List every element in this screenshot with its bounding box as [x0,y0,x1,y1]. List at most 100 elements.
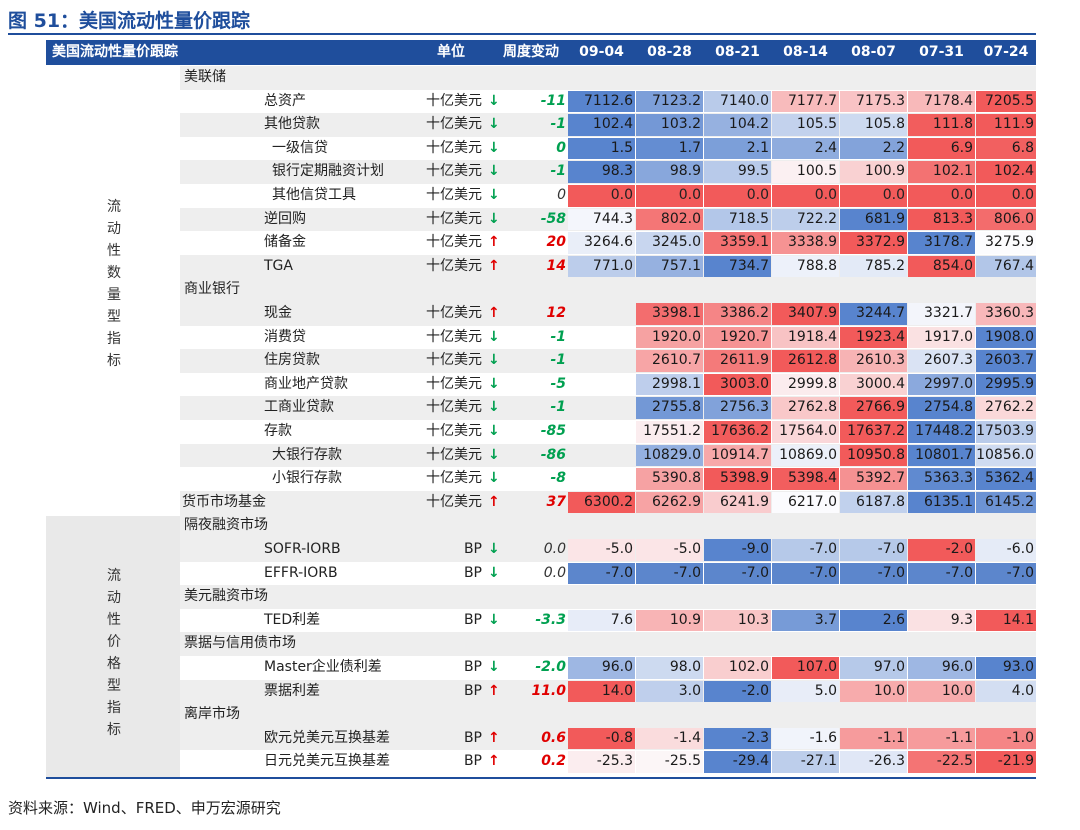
data-cell: 14.0 [568,680,635,703]
header-unit: 单位 [437,44,465,60]
arrow-down-icon: ↓ [488,423,500,439]
data-cell: 100.9 [840,161,907,183]
data-cell: 5.0 [772,680,839,703]
data-cell: -2.0 [908,539,975,561]
data-cell: -5.0 [568,539,635,561]
data-cell: 3360.3 [976,303,1036,325]
data-cell: -25.3 [568,751,635,773]
data-cell: 771.0 [568,255,635,278]
data-cell: 0.0 [908,185,975,207]
header-date: 08-07 [851,44,896,60]
row-unit: 十亿美元 [426,375,482,392]
arrow-up-icon: ↑ [488,257,500,274]
table-row: TED利差 BP ↓ -3.3 7.6 10.9 10.3 3.7 2.6 9.3 14.1 [180,609,1036,633]
data-cell: 767.4 [976,255,1036,278]
weekly-change-value: 0 [557,187,566,203]
data-cell: 10.0 [908,680,975,703]
row-unit: BP [463,729,482,746]
weekly-change-value: -8 [550,470,566,487]
data-cell: -2.0 [704,680,771,703]
table-row: 逆回购 十亿美元 ↓ -58 744.3 802.0 718.5 722.2 681.9 813.… [180,207,1036,232]
data-cell [568,374,635,396]
data-cell [568,421,635,443]
data-cell: 2755.8 [636,397,703,419]
arrow-down-icon: ↓ [488,187,500,203]
data-cell: 5390.8 [636,468,703,490]
weekly-change-value: -3.3 [535,611,566,628]
weekly-change-value: 0.0 [543,541,566,557]
weekly-change-value: -1 [550,116,566,133]
data-cell: 2999.8 [772,373,839,396]
data-cell: 1918.4 [772,326,839,349]
data-cell: 96.0 [908,657,975,679]
table-row: EFFR-IORB BP ↓ 0.0 -7.0 -7.0 -7.0 -7.0 -7.0 -7.0-… [180,562,1036,586]
weekly-change-value: 0 [556,139,566,156]
arrow-down-icon: ↓ [488,446,500,463]
data-cell: -0.8 [568,727,635,750]
data-cell: 2611.9 [704,350,771,372]
data-cell: -21.9 [976,751,1036,773]
data-cell: -1.1 [908,727,975,750]
row-label: SOFR-IORB [264,541,341,557]
row-unit: 十亿美元 [426,257,482,274]
data-cell: 757.1 [636,255,703,278]
row-unit: 十亿美元 [426,328,482,345]
arrow-up-icon: ↑ [488,493,500,510]
row-unit: 十亿美元 [426,116,482,133]
arrow-down-icon: ↓ [488,375,500,392]
data-cell: 2603.7 [976,350,1036,372]
row-label: 存款 [264,423,292,439]
row-label: 银行定期融资计划 [272,163,384,180]
weekly-change-value: -1 [550,163,566,180]
data-cell: 0.0 [976,185,1036,207]
data-cell: 806.0 [976,208,1036,231]
data-cell: 10.3 [704,609,771,632]
weekly-change-value: -2.0 [535,659,566,675]
arrow-down-icon: ↓ [488,611,500,628]
row-label: 消费贷 [264,328,306,345]
arrow-down-icon: ↓ [488,541,500,557]
data-cell: 17551.2 [636,421,703,443]
data-cell: 14.1 [976,609,1036,632]
row-label: TGA [264,257,293,274]
row-unit: 十亿美元 [426,493,482,510]
row-label: 商业地产贷款 [264,375,348,392]
data-cell: 2762.8 [772,397,839,419]
section-label: 美联储 [184,69,226,85]
row-unit: 十亿美元 [426,163,482,180]
data-cell: 5398.9 [704,468,771,490]
data-cell: 9.3 [908,609,975,632]
data-cell: 4.0 [976,680,1036,703]
section-label: 隔夜融资市场 [184,517,268,534]
title-rule [8,33,1036,35]
table-row: 其他信贷工具 十亿美元 ↓ 0 0.0 0.0 0.0 0.0 0.0 0.0 0.0 [180,184,1036,208]
data-cell: 3386.2 [704,303,771,325]
data-cell: 5392.7 [840,468,907,490]
data-cell: 111.8 [908,114,975,136]
data-cell [568,303,635,325]
data-cell: 98.9 [636,161,703,183]
arrow-down-icon: ↓ [488,352,500,369]
data-cell: 107.0 [772,657,839,679]
data-cell: 1923.4 [840,326,907,349]
row-unit: 十亿美元 [426,423,482,439]
data-cell: 3275.9 [976,232,1036,254]
weekly-change-value: -5 [550,375,566,392]
quantity-group-label: 流 动 性 数 量 型 指 标 [107,199,121,369]
data-cell: 3000.4 [840,373,907,396]
data-cell: 3244.7 [840,303,907,325]
data-cell: 3.0 [636,680,703,703]
header-date: 07-24 [983,44,1029,60]
data-cell: -5.0 [636,539,703,561]
data-cell: 3178.7 [908,232,975,254]
row-label: 其他贷款 [264,116,320,133]
data-cell: 7123.2 [636,90,703,113]
data-cell: 3321.7 [908,303,975,325]
data-cell: 681.9 [840,208,907,231]
header-weekly-change: 周度变动 [503,44,559,60]
row-unit: BP [463,659,482,675]
data-cell: 744.3 [568,208,635,231]
row-label: 储备金 [264,234,306,251]
data-cell: 722.2 [772,208,839,231]
section-header: 美元融资市场 [180,585,1036,609]
